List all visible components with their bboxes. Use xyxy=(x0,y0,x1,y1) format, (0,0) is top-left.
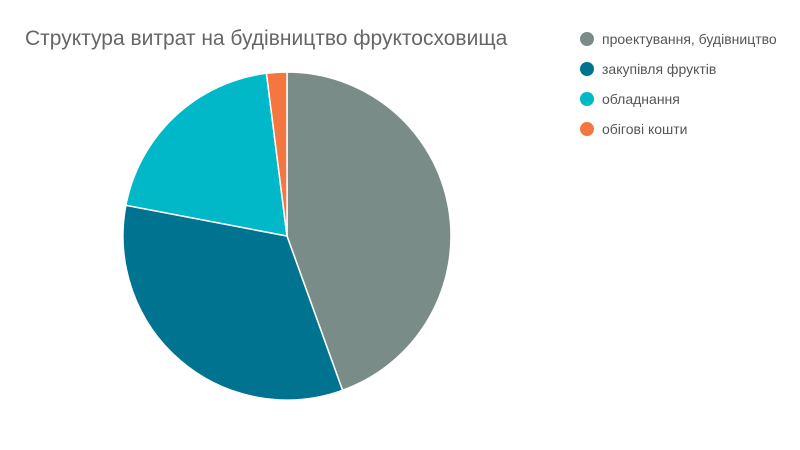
legend-label: обладнання xyxy=(602,91,680,107)
legend-label: обігові кошти xyxy=(602,121,688,137)
legend-item-2[interactable]: закупівля фруктів xyxy=(580,54,777,84)
legend-item-1[interactable]: проектування, будівництво xyxy=(580,24,777,54)
legend-item-4[interactable]: обігові кошти xyxy=(580,114,777,144)
legend-label: проектування, будівництво xyxy=(602,31,777,47)
legend-label: закупівля фруктів xyxy=(602,61,717,77)
legend: проектування, будівництво закупівля фрукт… xyxy=(580,24,777,144)
legend-swatch xyxy=(580,122,594,136)
legend-item-3[interactable]: обладнання xyxy=(580,84,777,114)
pie-slice-3[interactable] xyxy=(125,72,288,237)
pie-slice-2[interactable] xyxy=(122,204,344,401)
legend-swatch xyxy=(580,92,594,106)
pie-slices xyxy=(122,71,452,401)
pie-slice-4[interactable] xyxy=(265,71,288,237)
pie-slice-1[interactable] xyxy=(286,71,452,392)
legend-swatch xyxy=(580,62,594,76)
legend-swatch xyxy=(580,32,594,46)
chart-title: Структура витрат на будівництво фруктосх… xyxy=(25,27,508,50)
